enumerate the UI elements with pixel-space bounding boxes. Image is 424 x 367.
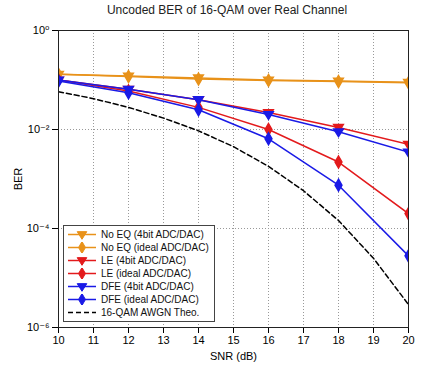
html-text:16-QAM AWGN Theo.: 16-QAM AWGN Theo. (101, 307, 200, 318)
svg-text:16: 16 (262, 334, 274, 346)
html-text:DFE (ideal ADC/DAC): DFE (ideal ADC/DAC) (101, 294, 199, 305)
svg-text:SNR (dB): SNR (dB) (210, 350, 257, 362)
svg-text:10⁻⁶: 10⁻⁶ (27, 321, 50, 333)
svg-text:19: 19 (367, 334, 379, 346)
svg-text:10⁻²: 10⁻² (28, 123, 50, 135)
svg-text:15: 15 (227, 334, 239, 346)
html-text:No EQ (4bit ADC/DAC): No EQ (4bit ADC/DAC) (101, 229, 204, 240)
svg-text:11: 11 (88, 334, 99, 346)
svg-text:20: 20 (402, 334, 414, 346)
svg-text:10⁰: 10⁰ (33, 24, 50, 36)
html-text:No EQ (ideal ADC/DAC): No EQ (ideal ADC/DAC) (101, 242, 209, 253)
svg-text:12: 12 (122, 334, 134, 346)
svg-text:14: 14 (192, 334, 204, 346)
html-text:LE (4bit ADC/DAC): LE (4bit ADC/DAC) (101, 255, 186, 266)
svg-text:10: 10 (52, 334, 64, 346)
svg-text:BER: BER (12, 168, 24, 191)
svg-text:17: 17 (297, 334, 309, 346)
html-text:Uncoded BER of 16-QAM over Rea: Uncoded BER of 16-QAM over Real Channel (106, 3, 348, 17)
svg-text:10⁻⁴: 10⁻⁴ (27, 222, 50, 234)
svg-text:13: 13 (157, 334, 169, 346)
svg-text:18: 18 (332, 334, 344, 346)
html-text:DFE (4bit ADC/DAC): DFE (4bit ADC/DAC) (101, 281, 194, 292)
html-text:LE (ideal ADC/DAC): LE (ideal ADC/DAC) (101, 268, 191, 279)
